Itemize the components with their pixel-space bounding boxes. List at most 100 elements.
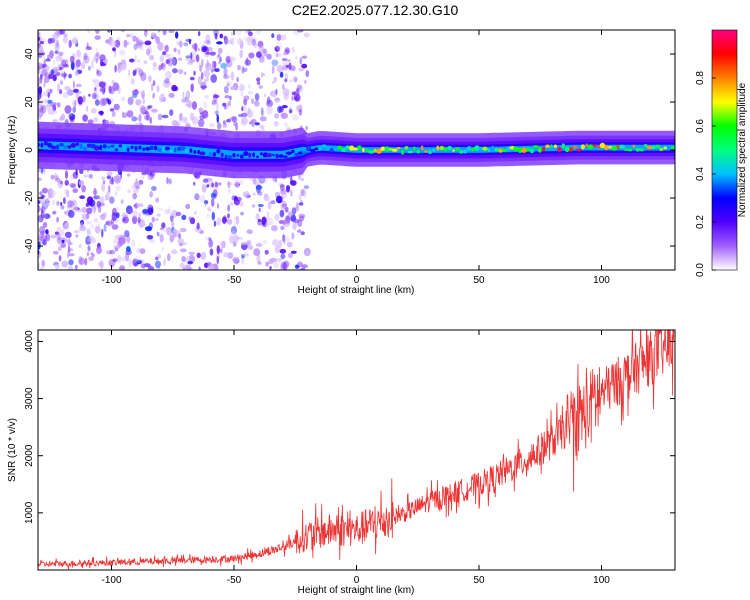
- noise-speck: [158, 64, 162, 71]
- y-tick-label: 3000: [24, 387, 35, 410]
- noise-speck: [68, 253, 75, 257]
- noise-speck: [284, 78, 288, 83]
- ridge-blob: [184, 148, 190, 153]
- noise-speck: [56, 226, 62, 232]
- noise-speck: [151, 82, 154, 92]
- noise-speck: [41, 187, 48, 194]
- ridge-blob: [623, 148, 629, 151]
- noise-speck: [95, 52, 100, 57]
- noise-speck: [41, 202, 49, 210]
- noise-speck: [203, 262, 209, 269]
- colorbar-label: Normalized spectral amplitude: [737, 82, 748, 217]
- noise-speck: [238, 179, 244, 186]
- ridge-blob: [337, 145, 343, 150]
- noise-speck: [170, 212, 174, 217]
- noise-speck: [156, 231, 160, 237]
- ridge-blob: [506, 146, 511, 152]
- noise-speck: [97, 221, 101, 227]
- noise-speck: [117, 254, 122, 263]
- spectrogram-ridge: [38, 121, 675, 179]
- noise-speck: [38, 214, 44, 223]
- noise-speck: [156, 207, 164, 211]
- noise-speck: [172, 68, 178, 74]
- noise-speck: [46, 197, 49, 202]
- noise-speck: [131, 239, 136, 248]
- ridge-blob: [228, 155, 233, 159]
- noise-speck: [276, 53, 282, 57]
- noise-speck: [42, 222, 48, 228]
- noise-speck: [282, 234, 286, 242]
- noise-speck: [83, 55, 90, 64]
- ridge-blob: [266, 153, 272, 158]
- noise-speck: [145, 112, 150, 121]
- ridge-blob: [232, 153, 236, 158]
- noise-speck: [45, 58, 51, 62]
- noise-speck: [66, 250, 70, 259]
- noise-speck: [284, 47, 290, 55]
- noise-speck: [168, 30, 175, 34]
- noise-speck: [219, 248, 223, 253]
- noise-speck: [221, 240, 226, 249]
- noise-speck: [122, 216, 129, 224]
- noise-speck: [108, 185, 111, 194]
- ridge-blob: [474, 145, 480, 151]
- noise-speck: [273, 121, 279, 127]
- noise-speck: [279, 71, 284, 78]
- noise-speck: [211, 99, 215, 106]
- noise-speck: [229, 86, 237, 91]
- noise-speck: [291, 207, 297, 215]
- noise-speck: [219, 33, 224, 39]
- noise-speck: [164, 78, 170, 84]
- noise-speck: [38, 70, 43, 74]
- noise-speck: [64, 231, 72, 238]
- noise-speck: [38, 111, 42, 121]
- ridge-blob: [212, 152, 216, 157]
- noise-speck: [121, 111, 125, 119]
- noise-speck: [63, 197, 66, 205]
- noise-speck: [229, 182, 232, 188]
- ridge-blob: [585, 143, 589, 148]
- noise-speck: [218, 61, 221, 65]
- noise-speck: [220, 248, 224, 254]
- noise-speck: [125, 246, 131, 253]
- noise-speck: [94, 225, 101, 234]
- noise-speck: [252, 38, 256, 46]
- noise-speck: [299, 57, 303, 65]
- ridge-blob: [106, 145, 111, 149]
- noise-speck: [138, 41, 145, 45]
- noise-speck: [74, 65, 79, 70]
- ridge-blob: [110, 144, 115, 148]
- noise-speck: [86, 212, 90, 220]
- noise-speck: [57, 83, 60, 92]
- ridge-blob: [654, 144, 661, 149]
- ridge-blob: [663, 146, 667, 150]
- ridge-blob: [517, 147, 523, 153]
- noise-speck: [132, 192, 137, 200]
- noise-speck: [87, 246, 91, 250]
- noise-speck: [127, 96, 134, 106]
- noise-speck: [152, 64, 158, 71]
- noise-speck: [188, 38, 191, 45]
- noise-speck: [233, 121, 237, 126]
- noise-speck: [66, 205, 73, 209]
- noise-speck: [201, 184, 207, 193]
- noise-speck: [216, 217, 222, 226]
- noise-speck: [295, 88, 300, 96]
- colorbar: 0.0 0.2 0.4 0.6 0.8 Normalized spectral ampl…: [695, 29, 748, 277]
- noise-speck: [235, 215, 240, 225]
- ridge-blob: [271, 153, 275, 157]
- noise-speck: [255, 243, 263, 247]
- noise-speck: [290, 250, 297, 254]
- noise-speck: [67, 238, 71, 246]
- x-tick-label: -100: [101, 575, 121, 586]
- noise-speck: [98, 110, 104, 115]
- ridge-blob: [126, 147, 130, 152]
- ridge-blob: [301, 151, 308, 154]
- noise-speck: [243, 193, 247, 199]
- noise-speck: [112, 47, 116, 52]
- noise-speck: [155, 36, 160, 44]
- noise-speck: [274, 244, 280, 254]
- noise-speck: [159, 233, 164, 243]
- noise-speck: [151, 95, 155, 100]
- noise-speck: [248, 84, 251, 89]
